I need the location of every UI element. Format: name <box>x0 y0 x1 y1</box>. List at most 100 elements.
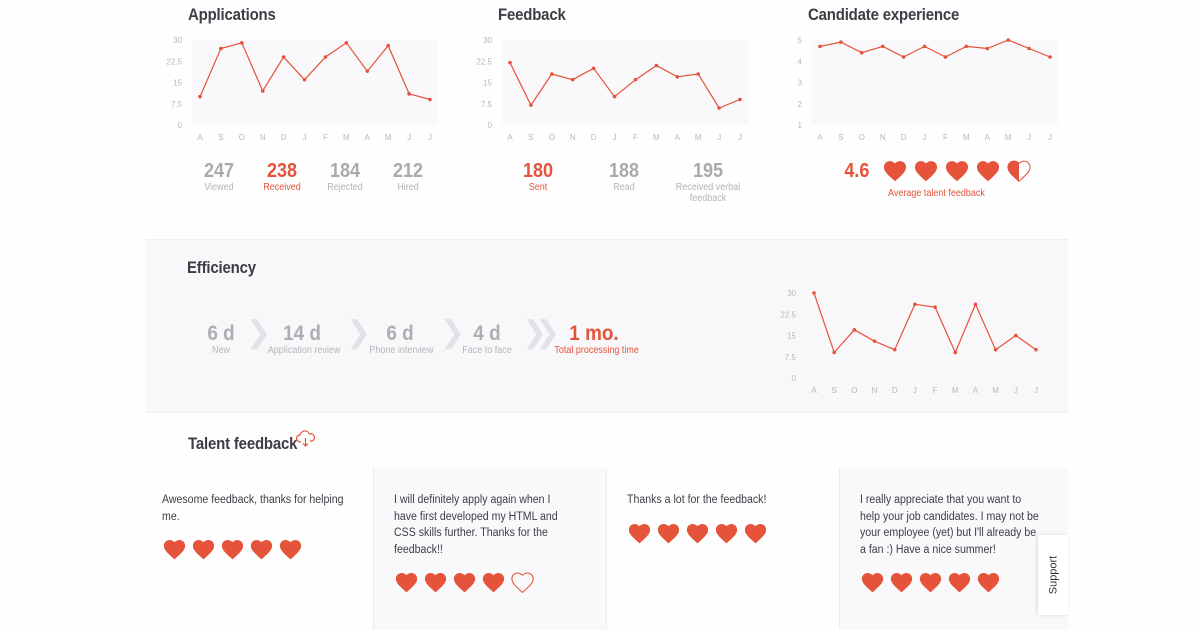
stat-viewed: 247 Viewed <box>193 160 245 193</box>
svg-text:A: A <box>817 133 823 142</box>
average-rating: 4.6 <box>844 160 870 182</box>
svg-text:15: 15 <box>173 79 182 88</box>
svg-text:A: A <box>811 386 817 395</box>
stat-value: 188 <box>608 160 640 182</box>
svg-text:M: M <box>385 133 392 142</box>
step-new: 6 d New <box>198 322 244 357</box>
cloud-download-icon[interactable] <box>295 430 316 453</box>
svg-text:S: S <box>218 133 223 142</box>
svg-text:A: A <box>973 386 979 395</box>
svg-text:30: 30 <box>787 289 796 298</box>
svg-text:A: A <box>197 133 203 142</box>
heart-filled-icon <box>163 540 186 560</box>
stat-value: 247 <box>203 160 235 182</box>
svg-text:O: O <box>549 133 555 142</box>
svg-text:0: 0 <box>792 374 797 383</box>
svg-text:S: S <box>832 386 837 395</box>
svg-text:M: M <box>992 386 999 395</box>
svg-text:F: F <box>933 386 938 395</box>
svg-text:J: J <box>1027 133 1031 142</box>
heart-filled-icon <box>948 573 971 593</box>
heart-filled-icon <box>628 523 651 543</box>
step-label: Total processing time <box>554 345 639 356</box>
heart-filled-icon <box>221 540 244 560</box>
svg-text:J: J <box>428 133 432 142</box>
stat-hired: 212 Hired <box>382 160 434 193</box>
step-label: Face to face <box>462 345 512 356</box>
svg-text:5: 5 <box>798 36 803 45</box>
feedback-chart: 0 7.5 15 22.5 30 A S O N D J F M A M J J <box>470 30 750 142</box>
heart-half-icon <box>1007 160 1031 183</box>
card-divider <box>606 468 607 630</box>
step-value: 1 mo. <box>569 322 619 345</box>
svg-text:D: D <box>281 133 287 142</box>
heart-filled-icon <box>482 573 505 593</box>
feedback-title: Feedback <box>498 5 566 24</box>
svg-text:22.5: 22.5 <box>166 57 182 66</box>
step-face-to-face: 4 d Face to face <box>458 323 516 357</box>
heart-filled-icon <box>861 573 884 593</box>
feedback-text: I really appreciate that you want to hel… <box>860 494 1039 556</box>
svg-text:22.5: 22.5 <box>780 310 796 319</box>
stat-label: Read <box>613 182 635 193</box>
svg-text:M: M <box>963 133 970 142</box>
svg-text:7.5: 7.5 <box>785 353 797 362</box>
stat-read: 188 Read <box>596 160 652 193</box>
step-value: 6 d <box>207 322 235 345</box>
svg-text:J: J <box>913 386 917 395</box>
svg-text:O: O <box>239 133 245 142</box>
heart-filled-icon <box>453 573 476 593</box>
card-divider <box>839 468 840 630</box>
stat-label: Hired <box>397 182 419 193</box>
efficiency-title: Efficiency <box>187 258 256 277</box>
heart-filled-icon <box>977 573 1000 593</box>
stat-label: Sent <box>528 182 548 193</box>
stat-label: Rejected <box>327 182 363 193</box>
svg-text:M: M <box>653 133 660 142</box>
svg-text:A: A <box>507 133 513 142</box>
svg-text:O: O <box>851 386 857 395</box>
stat-label: Viewed <box>204 182 234 193</box>
heart-filled-icon <box>279 540 302 560</box>
heart-filled-icon <box>919 573 942 593</box>
svg-text:F: F <box>633 133 638 142</box>
heart-filled-icon <box>395 573 418 593</box>
svg-text:15: 15 <box>787 332 796 341</box>
svg-text:4: 4 <box>798 57 803 66</box>
step-value: 6 d <box>386 322 414 345</box>
svg-text:D: D <box>892 386 898 395</box>
step-total-processing-time: 1 mo. Total processing time <box>550 322 639 357</box>
step-label: Application review <box>267 345 341 356</box>
svg-text:N: N <box>260 133 266 142</box>
stat-label: Received verbal feedback <box>675 182 741 204</box>
efficiency-chart: 0 7.5 15 22.5 30 A S O N D J F M A M J J <box>774 283 1054 395</box>
feedback-text: Thanks a lot for the feedback! <box>627 494 767 506</box>
stat-value: 195 <box>692 160 724 182</box>
candidate-experience-chart: 1 2 3 4 5 A S O N D J F M A M J J <box>780 30 1060 142</box>
svg-text:A: A <box>365 133 371 142</box>
stat-value: 212 <box>392 160 424 182</box>
svg-text:1: 1 <box>798 121 803 130</box>
chevron-right-icon: ❯ <box>246 316 272 349</box>
feedback-text: I will definitely apply again when I hav… <box>394 494 558 556</box>
applications-title: Applications <box>188 5 276 24</box>
stat-received: 238 Received <box>254 160 310 193</box>
feedback-card: Awesome feedback, thanks for helping me. <box>146 468 373 630</box>
support-tab[interactable]: Support <box>1038 535 1068 615</box>
feedback-card: I really appreciate that you want to hel… <box>840 468 1068 630</box>
svg-text:30: 30 <box>483 36 492 45</box>
stat-received-verbal-feedback: 195 Received verbal feedback <box>672 160 744 204</box>
heart-outline-icon <box>511 572 534 594</box>
svg-text:A: A <box>675 133 681 142</box>
heart-filled-icon <box>914 161 938 182</box>
step-label: Phone interview <box>369 345 434 356</box>
svg-text:J: J <box>303 133 307 142</box>
svg-text:7.5: 7.5 <box>171 100 183 109</box>
step-label: New <box>211 345 230 356</box>
svg-text:J: J <box>738 133 742 142</box>
svg-text:2: 2 <box>798 100 803 109</box>
svg-text:M: M <box>1005 133 1012 142</box>
rating-hearts <box>162 537 373 562</box>
rating-hearts <box>860 570 1058 595</box>
svg-text:N: N <box>880 133 886 142</box>
